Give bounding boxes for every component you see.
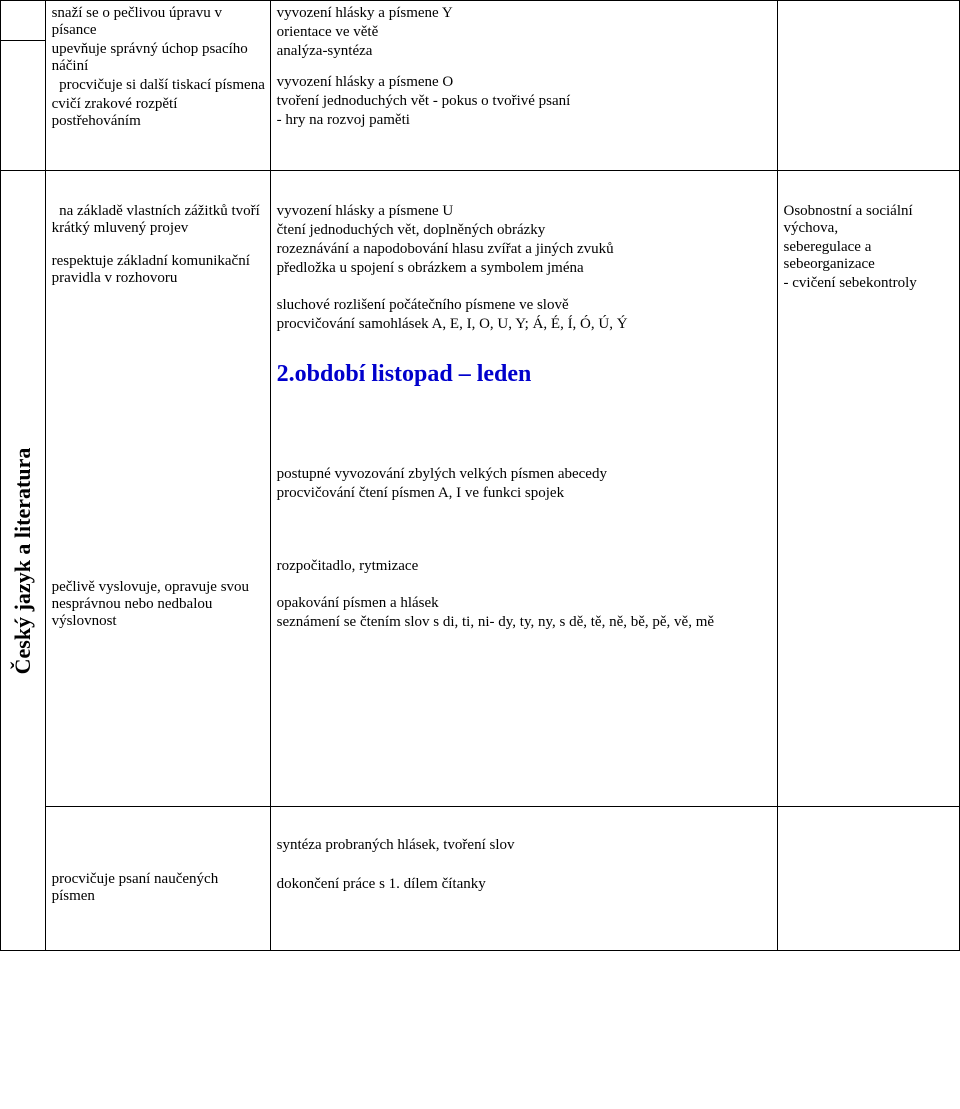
text: procvičování samohlásek A, E, I, O, U, Y… bbox=[277, 316, 771, 333]
text: opakování písmen a hlásek bbox=[277, 595, 771, 612]
row2-mid: vyvození hlásky a písmene U čtení jednod… bbox=[270, 171, 777, 807]
text: respektuje základní komunikační pravidla… bbox=[52, 253, 264, 287]
text: vyvození hlásky a písmene O bbox=[277, 74, 771, 91]
text: rozpočitadlo, rytmizace bbox=[277, 558, 771, 575]
row2-left: na základě vlastních zážitků tvoří krátk… bbox=[45, 171, 270, 807]
text: čtení jednoduchých vět, doplněných obráz… bbox=[277, 222, 771, 239]
subject-label: Český jazyk a literatura bbox=[10, 447, 36, 674]
row3-mid: syntéza probraných hlásek, tvoření slov … bbox=[270, 807, 777, 951]
text: procvičuje si další tiskací písmena bbox=[52, 77, 264, 94]
text: rozeznávání a napodobování hlasu zvířat … bbox=[277, 241, 771, 258]
row1-mid: vyvození hlásky a písmene Y orientace ve… bbox=[270, 1, 777, 171]
text: seznámení se čtením slov s di, ti, ni- d… bbox=[277, 614, 771, 631]
row1-left: snaží se o pečlivou úpravu v písance upe… bbox=[45, 1, 270, 171]
text: pečlivě vyslovuje, opravuje svou nespráv… bbox=[52, 579, 264, 630]
text: tvoření jednoduchých vět - pokus o tvoři… bbox=[277, 93, 771, 110]
curriculum-table: snaží se o pečlivou úpravu v písance upe… bbox=[0, 0, 960, 951]
text: syntéza probraných hlásek, tvoření slov bbox=[277, 837, 771, 854]
text: - hry na rozvoj paměti bbox=[277, 112, 771, 129]
text: sluchové rozlišení počátečního písmene v… bbox=[277, 297, 771, 314]
text: analýza-syntéza bbox=[277, 43, 771, 60]
subject-label-cell: Český jazyk a literatura bbox=[1, 171, 46, 951]
period-heading: 2.období listopad – leden bbox=[277, 361, 771, 388]
text: upevňuje správný úchop psacího náčiní bbox=[52, 41, 264, 75]
text: na základě vlastních zážitků tvoří krátk… bbox=[52, 203, 264, 237]
text: snaží se o pečlivou úpravu v písance bbox=[52, 5, 264, 39]
text: - cvičení sebekontroly bbox=[784, 275, 954, 292]
text: předložka u spojení s obrázkem a symbole… bbox=[277, 260, 771, 277]
text: cvičí zrakové rozpětí postřehováním bbox=[52, 96, 264, 130]
text: postupné vyvozování zbylých velkých písm… bbox=[277, 466, 771, 483]
row3-left: procvičuje psaní naučených písmen bbox=[45, 807, 270, 951]
text: dokončení práce s 1. dílem čítanky bbox=[277, 876, 771, 893]
text: Osobnostní a sociální výchova, bbox=[784, 203, 954, 237]
row1-col0-blank bbox=[1, 1, 46, 41]
row3-right bbox=[777, 807, 960, 951]
row2-right: Osobnostní a sociální výchova, seberegul… bbox=[777, 171, 960, 807]
row1-col0-lower bbox=[1, 41, 46, 171]
text: seberegulace a sebeorganizace bbox=[784, 239, 954, 273]
row1-right bbox=[777, 1, 960, 171]
text: procvičuje psaní naučených písmen bbox=[52, 871, 264, 905]
text: orientace ve větě bbox=[277, 24, 771, 41]
text: procvičování čtení písmen A, I ve funkci… bbox=[277, 485, 771, 502]
text: vyvození hlásky a písmene Y bbox=[277, 5, 771, 22]
text: vyvození hlásky a písmene U bbox=[277, 203, 771, 220]
